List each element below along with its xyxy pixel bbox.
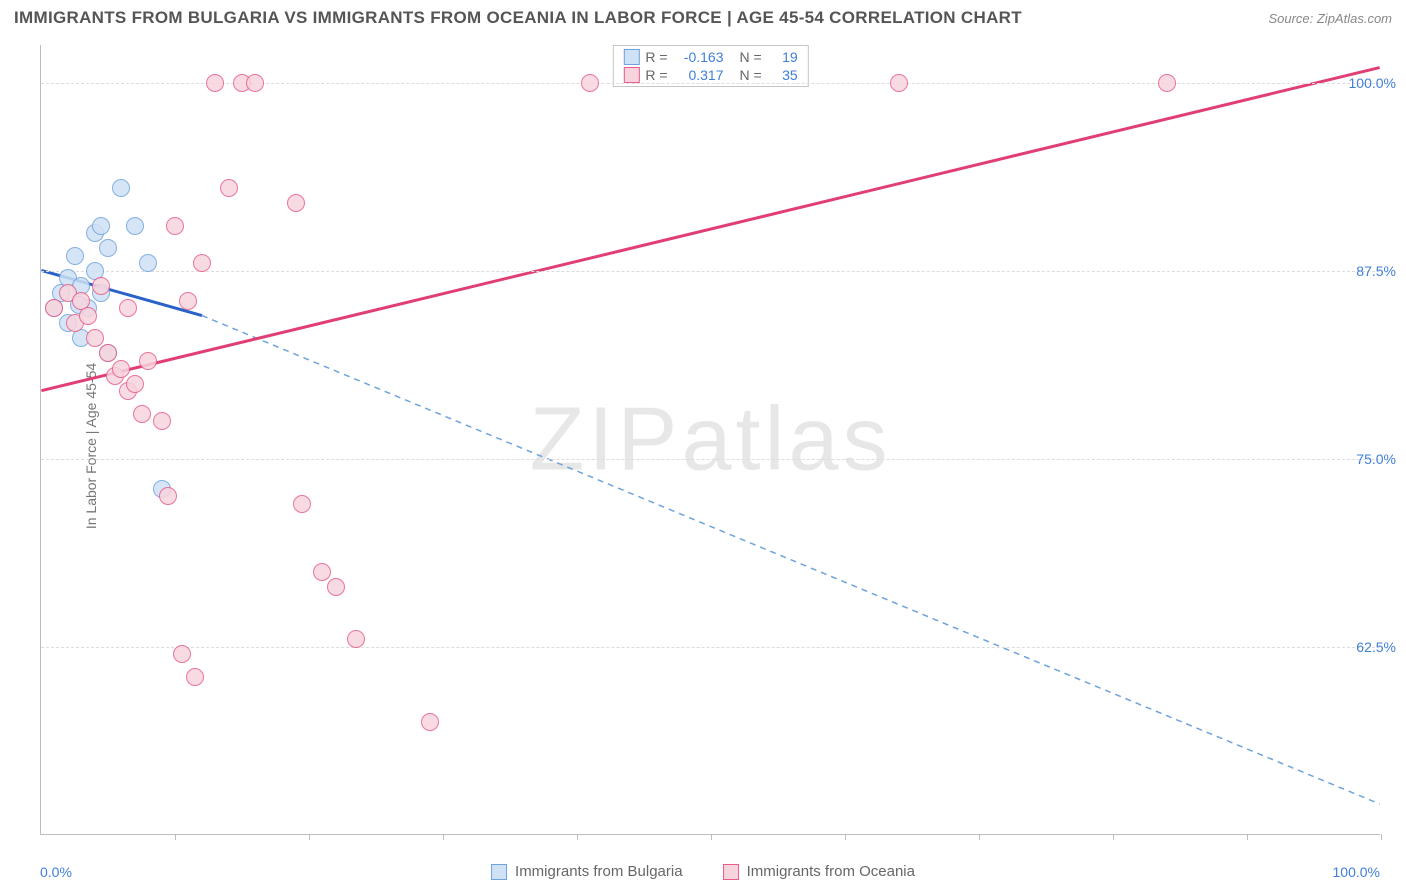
legend-r-value: -0.163 (674, 49, 724, 65)
scatter-point (1158, 74, 1176, 92)
scatter-point (347, 630, 365, 648)
scatter-point (220, 179, 238, 197)
scatter-point (126, 217, 144, 235)
scatter-point (45, 299, 63, 317)
legend-series-label: Immigrants from Oceania (747, 863, 915, 880)
gridline-h (41, 271, 1380, 272)
scatter-point (92, 217, 110, 235)
x-axis-min-label: 0.0% (40, 864, 72, 880)
legend-n-value: 19 (768, 49, 798, 65)
legend-top-row: R = -0.163 N = 19 (613, 48, 807, 66)
scatter-point (293, 495, 311, 513)
x-tick (175, 834, 176, 840)
chart-plot-area: ZIPatlas R = -0.163 N = 19 R = 0.317 N = 35 (40, 45, 1380, 835)
x-tick (1113, 834, 1114, 840)
scatter-point (179, 292, 197, 310)
y-tick-label: 100.0% (1349, 75, 1396, 91)
source-attribution: Source: ZipAtlas.com (1268, 11, 1392, 26)
series-legend: Immigrants from Bulgaria Immigrants from … (491, 863, 915, 880)
gridline-h (41, 459, 1380, 460)
legend-r-label: R = (645, 67, 667, 83)
scatter-point (186, 668, 204, 686)
legend-bottom-item: Immigrants from Bulgaria (491, 863, 683, 880)
watermark-text: ZIP (529, 389, 681, 489)
x-axis-max-label: 100.0% (1333, 864, 1380, 880)
legend-r-label: R = (645, 49, 667, 65)
scatter-point (313, 563, 331, 581)
trend-lines-svg (41, 45, 1380, 834)
scatter-point (166, 217, 184, 235)
scatter-point (890, 74, 908, 92)
legend-series-label: Immigrants from Bulgaria (515, 863, 683, 880)
legend-n-label: N = (740, 67, 762, 83)
watermark: ZIPatlas (529, 388, 891, 491)
scatter-point (99, 344, 117, 362)
legend-n-value: 35 (768, 67, 798, 83)
x-tick (1247, 834, 1248, 840)
x-tick (1381, 834, 1382, 840)
correlation-legend: R = -0.163 N = 19 R = 0.317 N = 35 (612, 45, 808, 87)
chart-title: IMMIGRANTS FROM BULGARIA VS IMMIGRANTS F… (14, 8, 1022, 28)
scatter-point (119, 299, 137, 317)
scatter-point (139, 352, 157, 370)
gridline-h (41, 647, 1380, 648)
scatter-point (287, 194, 305, 212)
scatter-point (66, 247, 84, 265)
scatter-point (92, 277, 110, 295)
scatter-point (581, 74, 599, 92)
scatter-point (421, 713, 439, 731)
scatter-point (86, 329, 104, 347)
x-tick (577, 834, 578, 840)
scatter-point (173, 645, 191, 663)
legend-n-label: N = (740, 49, 762, 65)
scatter-point (126, 375, 144, 393)
x-tick (845, 834, 846, 840)
x-tick (979, 834, 980, 840)
y-tick-label: 62.5% (1356, 639, 1396, 655)
scatter-point (206, 74, 224, 92)
scatter-point (112, 179, 130, 197)
trend-line (41, 68, 1379, 391)
scatter-point (99, 239, 117, 257)
scatter-point (79, 307, 97, 325)
scatter-point (112, 360, 130, 378)
scatter-point (327, 578, 345, 596)
trend-line (202, 316, 1380, 804)
scatter-point (193, 254, 211, 272)
scatter-point (153, 412, 171, 430)
legend-swatch (723, 864, 739, 880)
legend-swatch (623, 67, 639, 83)
legend-swatch (623, 49, 639, 65)
legend-swatch (491, 864, 507, 880)
legend-top-row: R = 0.317 N = 35 (613, 66, 807, 84)
scatter-point (246, 74, 264, 92)
x-tick (309, 834, 310, 840)
legend-bottom-item: Immigrants from Oceania (723, 863, 915, 880)
chart-header: IMMIGRANTS FROM BULGARIA VS IMMIGRANTS F… (0, 0, 1406, 34)
y-tick-label: 87.5% (1356, 263, 1396, 279)
x-tick (711, 834, 712, 840)
scatter-point (133, 405, 151, 423)
y-tick-label: 75.0% (1356, 451, 1396, 467)
legend-r-value: 0.317 (674, 67, 724, 83)
scatter-point (139, 254, 157, 272)
scatter-point (159, 487, 177, 505)
x-tick (443, 834, 444, 840)
